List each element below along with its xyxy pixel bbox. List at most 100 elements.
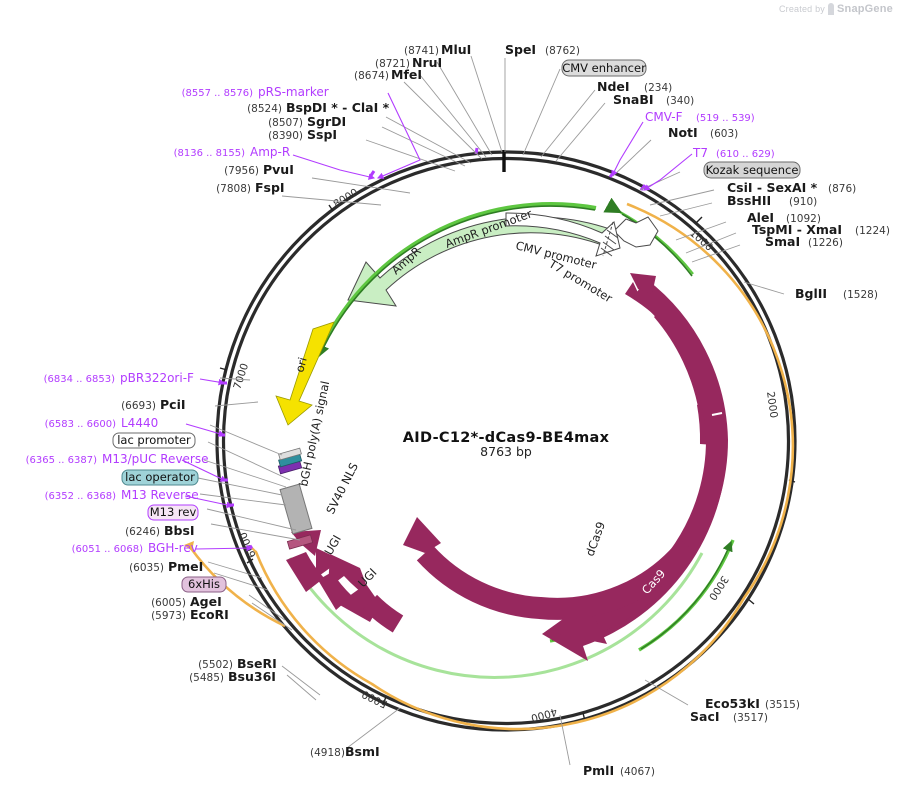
cmv-promoter-arrow: [505, 212, 621, 257]
tick-label-4000: 4000: [529, 705, 558, 724]
bspdi-name: BspDI * - ClaI *: [286, 100, 390, 115]
m13-puc-reverse-pos: (6365 .. 6387): [26, 455, 98, 466]
leader-lines: [181, 55, 785, 766]
watermark-prefix: Created by: [778, 4, 825, 14]
bsu36i-pos: (5485): [189, 672, 224, 684]
ugi-arrow-1: [328, 554, 404, 633]
saci-name: SacI: [690, 709, 720, 724]
pmei-name: PmeI: [168, 559, 203, 574]
feature-label-dcas9: dCas9: [583, 520, 608, 558]
bsmi-name: BsmI: [345, 744, 380, 759]
amp-r-name: Amp-R: [250, 145, 290, 159]
tick-label-2000: 2000: [764, 391, 780, 419]
labels-upper-left: (8557 .. 8576) pRS-marker (8524) BspDI *…: [174, 85, 390, 195]
l4440-pos: (6583 .. 6600): [45, 419, 117, 430]
bglii-pos: (1528): [843, 289, 878, 301]
bbsi-name: BbsI: [164, 523, 195, 538]
nrui-name: NruI: [412, 55, 442, 70]
ori-arrow: [275, 321, 335, 426]
pbr322ori-f-pos: (6834 .. 6853): [44, 374, 116, 385]
orange-arc-tail: [188, 546, 286, 628]
labels-lower-left: (5502) BseRI (5485) Bsu36I (5973) EcoRI …: [26, 371, 277, 684]
cmv-enhancer-label: CMV enhancer: [562, 61, 646, 75]
eco53ki-pos: (3515): [765, 699, 800, 711]
m13-rev-label: M13 rev: [150, 505, 197, 519]
bseri-name: BseRI: [237, 656, 277, 671]
bgh-rev-pos: (6051 .. 6068): [72, 544, 144, 555]
m13-reverse-pos: (6352 .. 6368): [45, 491, 117, 502]
noti-name: NotI: [668, 125, 698, 140]
watermark-brand: SnapGene: [836, 3, 893, 15]
pmli-name: PmlI: [583, 763, 614, 778]
feature-label-sv40-nls: SV40 NLS: [323, 460, 361, 516]
agei-name: AgeI: [190, 594, 222, 609]
t7-promoter-hatch: [600, 221, 619, 257]
green-feature-arc-right2: [621, 213, 693, 277]
mfei-name: MfeI: [391, 67, 422, 82]
boxed-label-lac-promoter: lac promoter: [112, 432, 196, 449]
prs-marker-name: pRS-marker: [258, 85, 329, 99]
prs-marker-pos: (8557 .. 8576): [182, 88, 254, 99]
t7-name: T7: [692, 146, 708, 160]
ecori-name: EcoRI: [190, 607, 229, 622]
bgh-polya-box: [279, 483, 313, 535]
m13-puc-reverse-name: M13/pUC Reverse: [102, 452, 209, 466]
pcii-pos: (6693): [121, 400, 156, 412]
bsmi-pos: (4918): [310, 747, 345, 759]
alei-name: AleI: [747, 210, 774, 225]
fspi-pos: (7808): [216, 183, 251, 195]
bseri-pos: (5502): [198, 659, 233, 671]
alei-pos: (1092): [786, 213, 821, 225]
boxed-label-kozak: Kozak sequence: [703, 161, 801, 179]
snapgene-logo-icon: [827, 3, 834, 15]
tick-label-3000: 3000: [706, 573, 731, 602]
pmli-pos: (4067): [620, 766, 655, 778]
pbr322ori-f-name: pBR322ori-F: [120, 371, 194, 385]
lac-promoter-label: lac promoter: [117, 433, 191, 447]
nrui-pos: (8721): [375, 58, 410, 70]
kozak-label: Kozak sequence: [706, 163, 799, 177]
labels-right: NdeI (234) SnaBI (340) CMV-F (519 .. 539…: [597, 79, 890, 301]
six-his-label: 6xHis: [188, 577, 220, 591]
labels-top: (8741) MluI (8721) NruI (8674) MfeI SpeI…: [354, 42, 580, 82]
labels-bottom: PmlI (4067) (4918) BsmI: [310, 744, 655, 778]
noti-pos: (603): [710, 128, 738, 140]
pvui-pos: (7956): [224, 165, 259, 177]
snapgene-watermark: Created by SnapGene: [779, 3, 893, 15]
smai-name: SmaI: [765, 234, 800, 249]
boxed-label-m13-rev: M13 rev: [147, 504, 199, 521]
bsu36i-name: Bsu36I: [228, 669, 276, 684]
bspdi-pos: (8524): [247, 103, 282, 115]
sgrdi-pos: (8507): [268, 117, 303, 129]
labels-lower-right: Eco53kI (3515) SacI (3517): [690, 696, 800, 724]
sgrdi-name: SgrDI: [307, 114, 346, 129]
pvui-name: PvuI: [263, 162, 294, 177]
m13-reverse-name: M13 Reverse: [121, 488, 199, 502]
bbsi-pos: (6246): [125, 526, 160, 538]
cmv-f-name: CMV-F: [645, 110, 683, 124]
csii-name: CsiI - SexAI *: [727, 180, 818, 195]
smai-pos: (1226): [808, 237, 843, 249]
boxed-label-cmv-enhancer: CMV enhancer: [561, 59, 647, 77]
bsshii-pos: (910): [789, 196, 817, 208]
lac-operator-label: lac operator: [125, 470, 195, 484]
bsshii-name: BssHII: [727, 193, 771, 208]
cas9-thick-arc: [403, 517, 697, 620]
ndei-name: NdeI: [597, 79, 630, 94]
tspmi-pos: (1224): [855, 225, 890, 237]
boxed-label-6xhis: 6xHis: [181, 576, 227, 593]
eco53ki-name: Eco53kI: [705, 696, 760, 711]
ampr-bright-green-arc: [316, 202, 597, 357]
ecori-pos: (5973): [151, 610, 186, 622]
ugi-arrow-2: [316, 548, 352, 610]
spei-name: SpeI: [505, 42, 536, 57]
pcii-name: PciI: [160, 397, 186, 412]
feature-name-labels: AmpR AmpR promoter CMV promoter T7 promo…: [292, 206, 668, 597]
mcs-small-boxes: [277, 447, 314, 550]
mlui-name: MluI: [441, 42, 471, 57]
sspi-name: SspI: [307, 127, 337, 142]
fspi-name: FspI: [255, 180, 285, 195]
tspmi-name: TspMI - XmaI: [752, 222, 842, 237]
green-long-arc-bottom: [288, 552, 704, 679]
